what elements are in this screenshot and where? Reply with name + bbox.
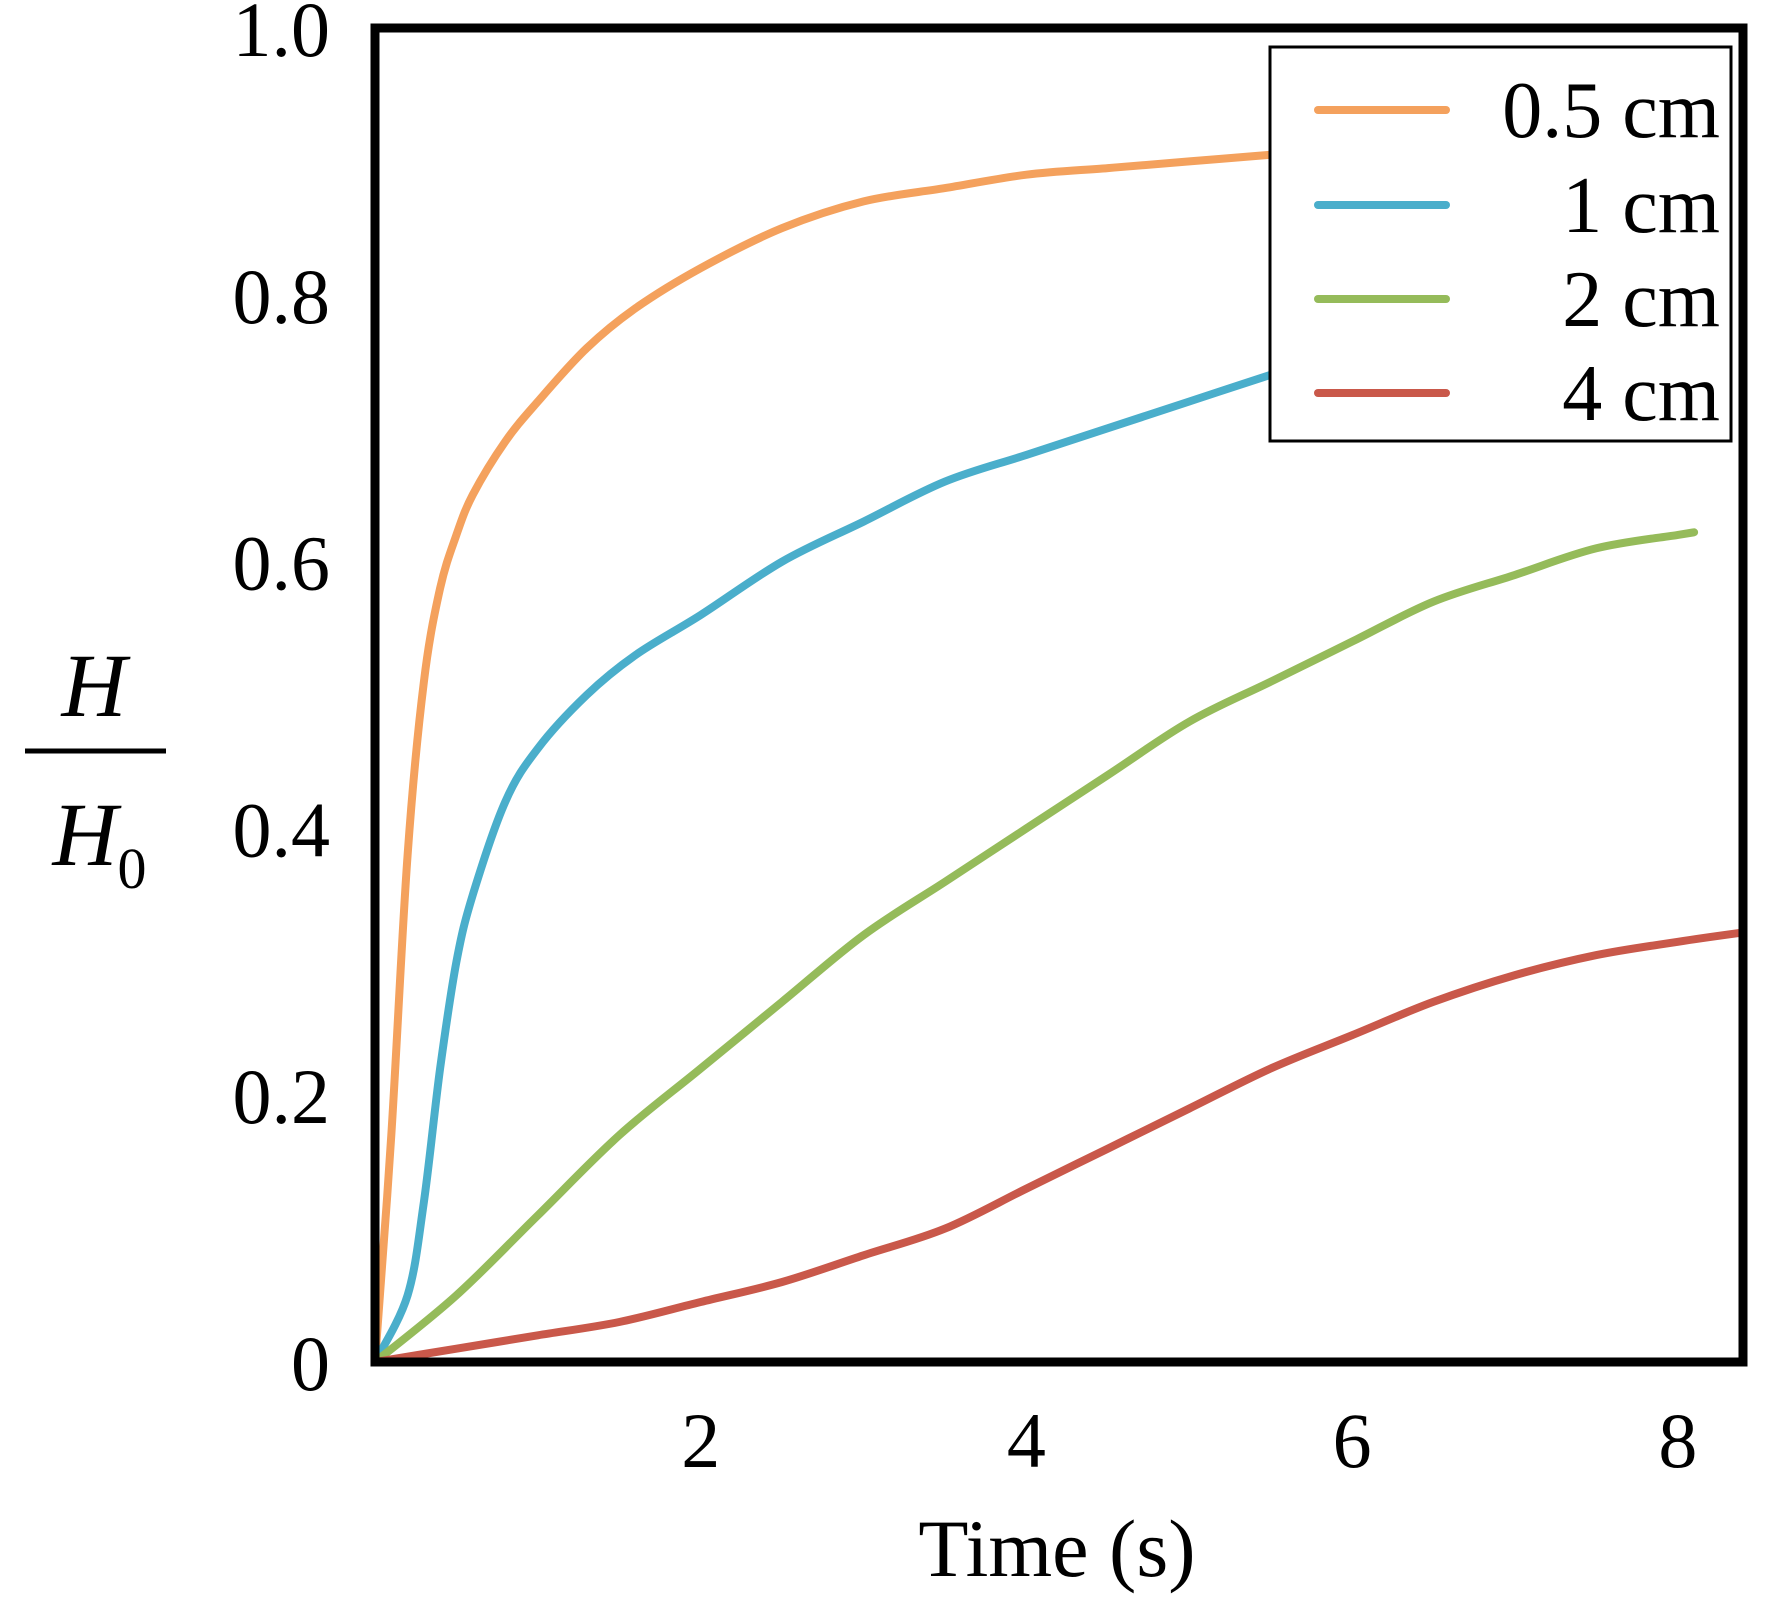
y-tick-label: 0 bbox=[291, 1320, 330, 1407]
x-tick-labels: 2 4 6 8 bbox=[681, 1397, 1697, 1484]
y-axis-denominator-subscript: 0 bbox=[118, 836, 147, 901]
series-line-2 bbox=[371, 350, 1340, 1366]
x-tick-label: 6 bbox=[1333, 1397, 1372, 1484]
x-tick-label: 2 bbox=[681, 1397, 720, 1484]
x-tick-label: 8 bbox=[1658, 1397, 1697, 1484]
y-axis-denominator: H bbox=[52, 786, 123, 885]
series-layer bbox=[371, 149, 1747, 1366]
y-tick-label: 0.2 bbox=[233, 1053, 331, 1140]
series-line-4 bbox=[371, 928, 1747, 1366]
legend-label: 1 cm bbox=[1562, 162, 1720, 250]
y-tick-labels: 0 0.2 0.4 0.6 0.8 1.0 bbox=[233, 0, 331, 1407]
legend-label: 4 cm bbox=[1562, 350, 1720, 438]
y-axis-numerator: H bbox=[61, 637, 132, 736]
series-line-3 bbox=[371, 528, 1699, 1366]
x-axis-title: Time (s) bbox=[918, 1503, 1195, 1594]
legend: 0.5 cm1 cm2 cm4 cm bbox=[1268, 45, 1733, 443]
y-axis-title: H H 0 bbox=[25, 637, 166, 901]
y-tick-label: 0.6 bbox=[233, 520, 331, 607]
legend-label: 0.5 cm bbox=[1502, 67, 1720, 155]
plot-frame bbox=[370, 23, 1748, 1367]
series-line-1 bbox=[371, 149, 1291, 1366]
x-tick-label: 4 bbox=[1007, 1397, 1046, 1484]
y-tick-label: 0.8 bbox=[233, 253, 331, 340]
y-tick-label: 0.4 bbox=[233, 786, 331, 873]
y-tick-label: 1.0 bbox=[233, 0, 331, 73]
legend-label: 2 cm bbox=[1562, 256, 1720, 344]
